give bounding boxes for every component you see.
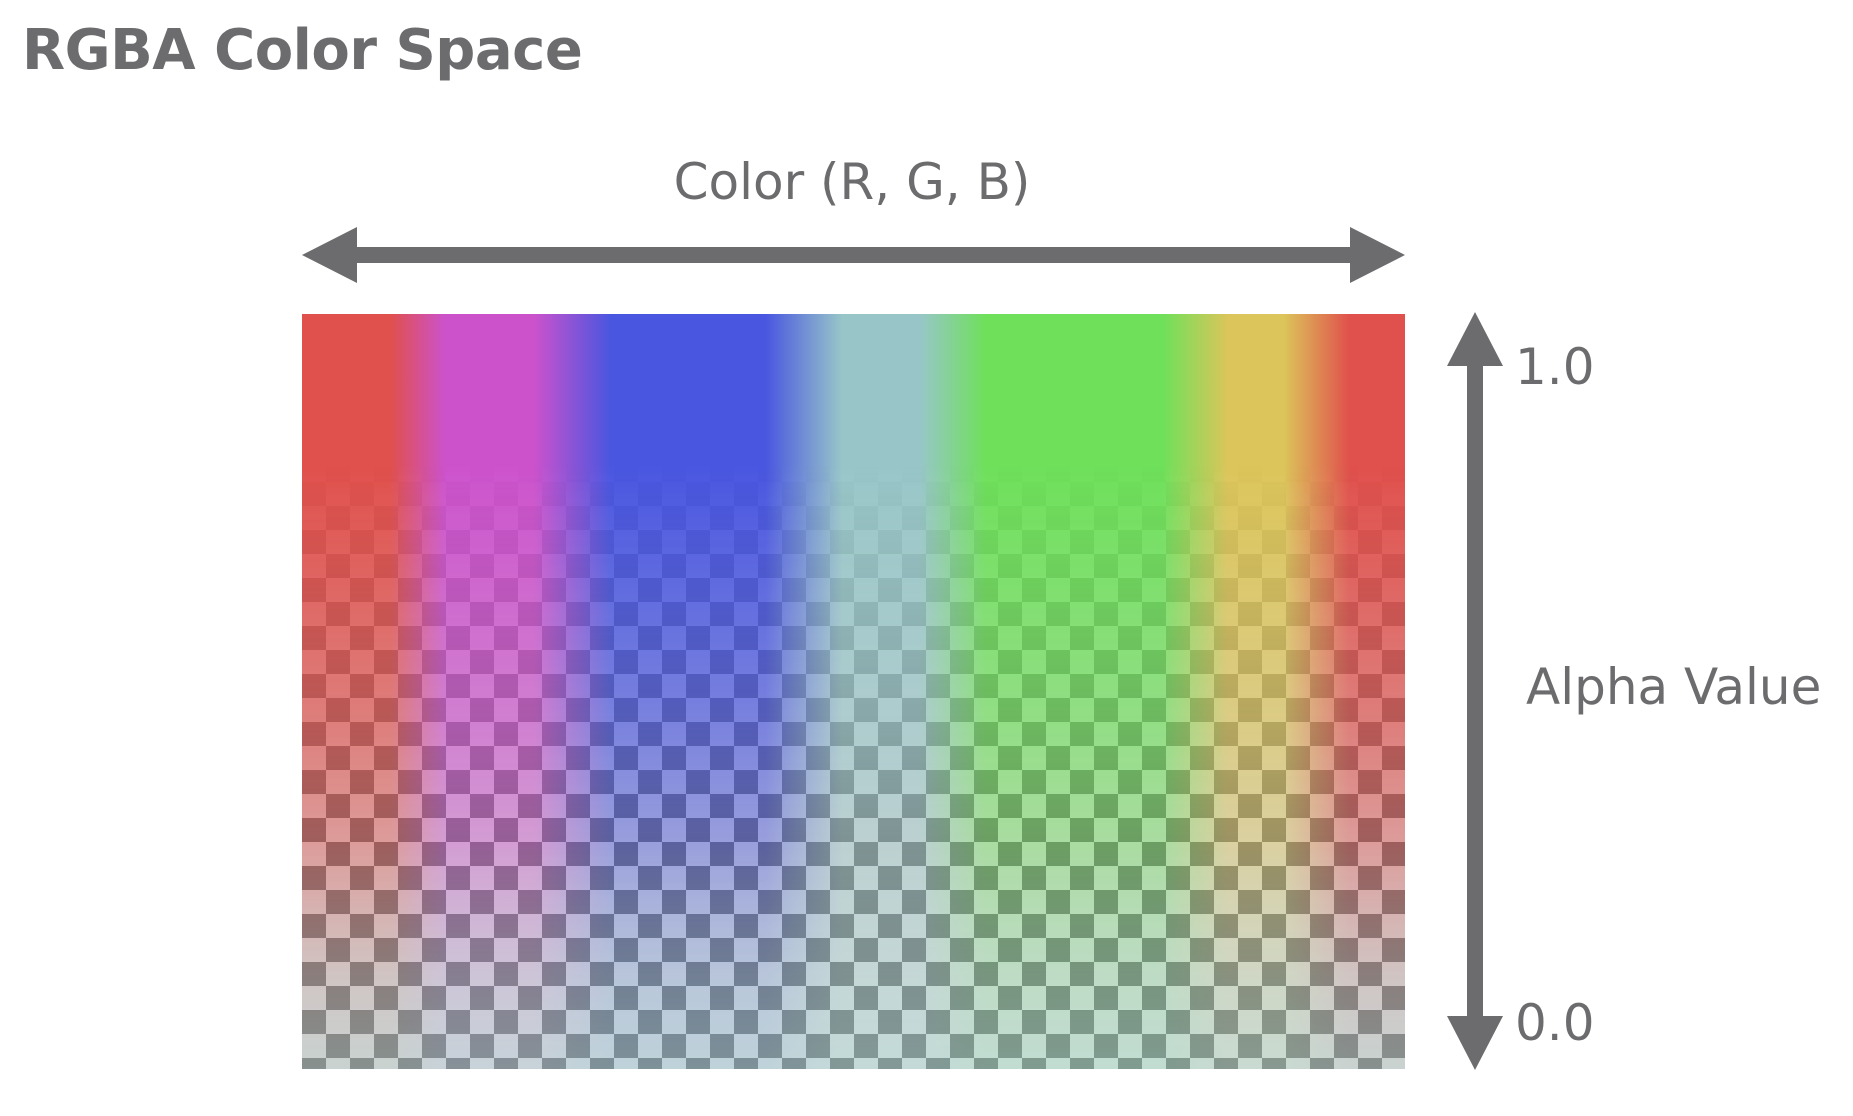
alpha-axis-label: Alpha Value [1526,658,1822,716]
color-axis-label: Color (R, G, B) [673,153,1031,211]
horizontal-double-arrow [302,227,1405,283]
rgba-color-swatch [302,314,1405,1069]
alpha-min-label: 0.0 [1515,994,1595,1052]
hue-gradient [302,314,1405,1069]
diagram-title: RGBA Color Space [22,18,583,83]
vertical-double-arrow [1447,312,1503,1070]
low-alpha-tint [302,314,1405,1069]
alpha-max-label: 1.0 [1515,338,1595,396]
